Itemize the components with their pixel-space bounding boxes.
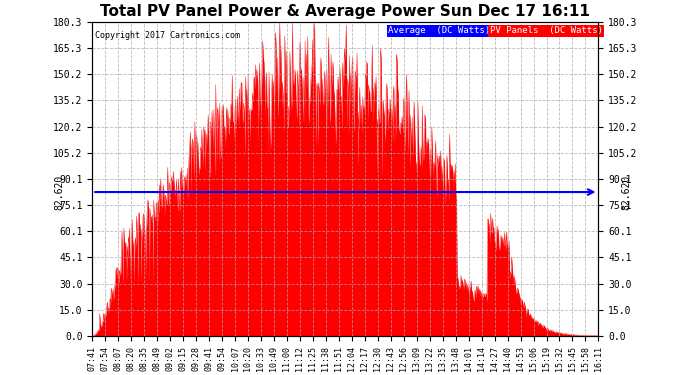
Text: PV Panels  (DC Watts): PV Panels (DC Watts) (490, 27, 602, 36)
Text: Average  (DC Watts): Average (DC Watts) (388, 27, 491, 36)
Text: Copyright 2017 Cartronics.com: Copyright 2017 Cartronics.com (95, 31, 239, 40)
Text: 82.620: 82.620 (621, 174, 631, 210)
Title: Total PV Panel Power & Average Power Sun Dec 17 16:11: Total PV Panel Power & Average Power Sun… (100, 4, 590, 19)
Text: 82.620: 82.620 (55, 174, 64, 210)
